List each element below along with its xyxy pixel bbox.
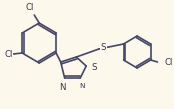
Text: N: N (59, 83, 66, 92)
Text: N: N (80, 83, 85, 89)
Text: Cl: Cl (4, 49, 13, 59)
Text: Cl: Cl (164, 58, 173, 66)
Text: S: S (91, 62, 97, 72)
Text: Cl: Cl (25, 3, 34, 12)
Text: S: S (101, 43, 106, 51)
